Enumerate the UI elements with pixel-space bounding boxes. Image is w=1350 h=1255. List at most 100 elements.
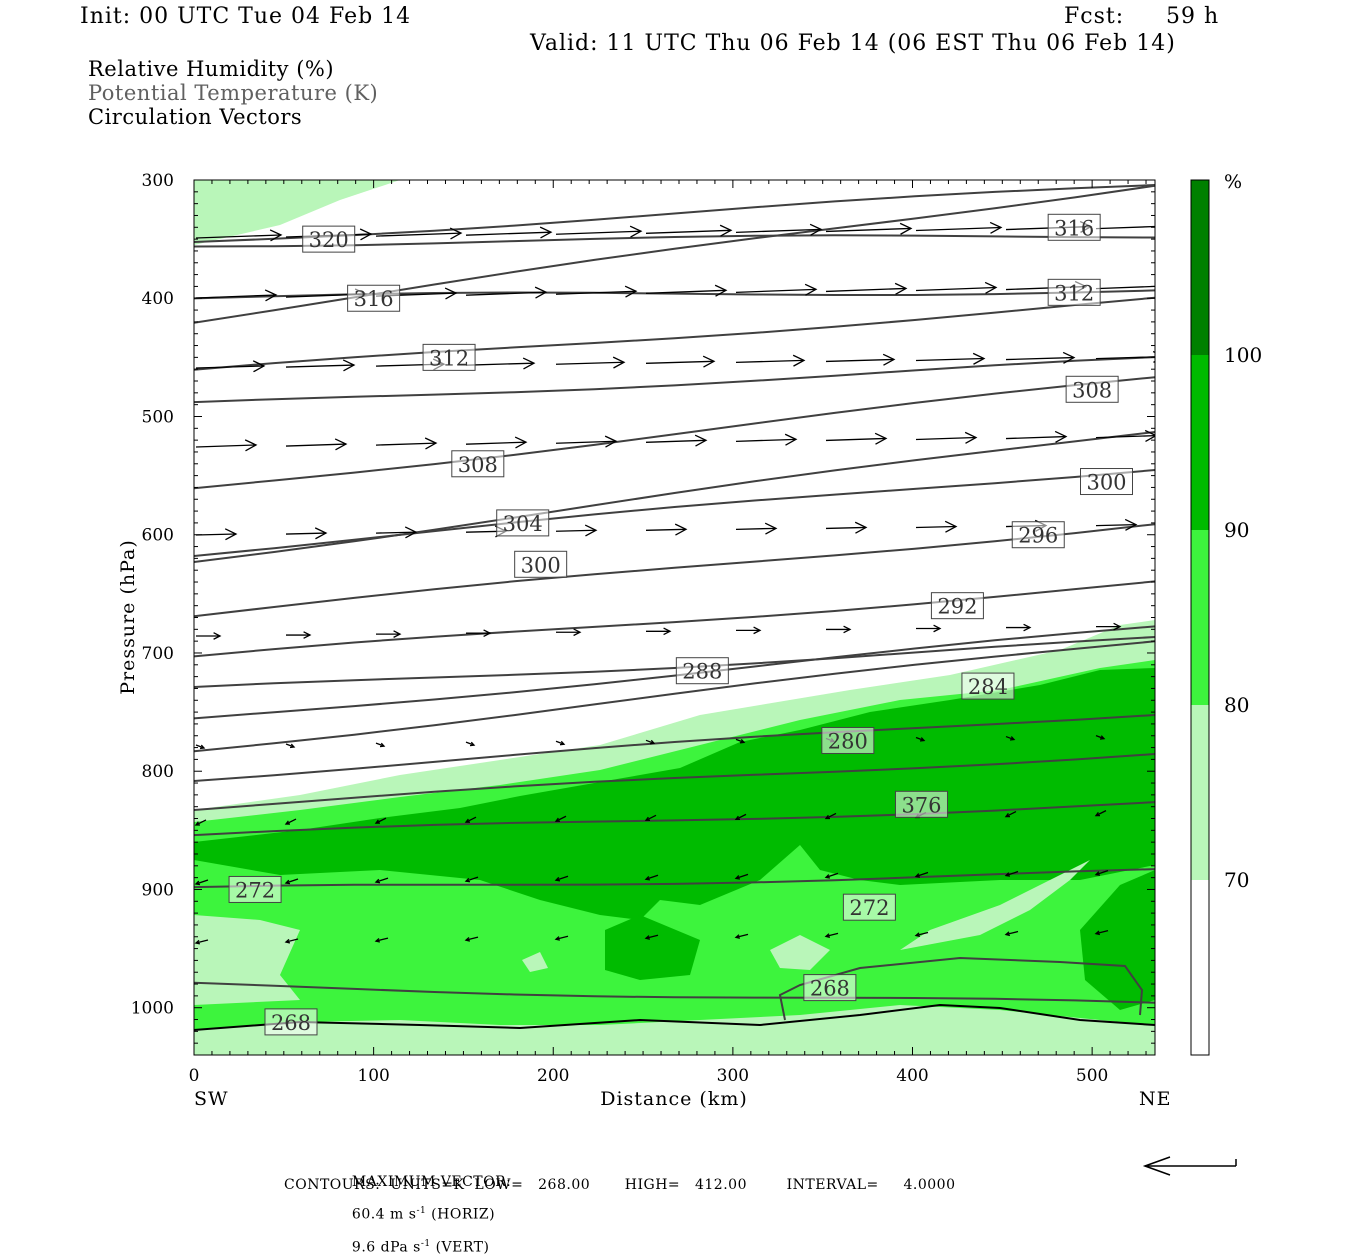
vector-shaft	[915, 226, 1002, 232]
vector-head	[824, 933, 831, 938]
vector-shaft	[555, 875, 569, 881]
colorbar-label-80: 80	[1224, 693, 1249, 717]
y-tick-label: 1000	[131, 999, 174, 1019]
y-tick-label: 400	[142, 289, 174, 309]
vector-head	[753, 626, 762, 635]
vector-head	[269, 229, 283, 242]
max-vector-vert-exp: -1	[420, 1238, 431, 1249]
rh-90-100-region	[194, 668, 1155, 920]
theta-label-text: 272	[849, 896, 889, 920]
theta-label-text: 320	[309, 228, 349, 252]
terrain-contour-line	[194, 1003, 1155, 1031]
vector-shaft	[465, 876, 479, 882]
vector-shaft	[555, 529, 597, 532]
vector-head	[644, 935, 651, 940]
forecast-label: Fcst:	[1064, 4, 1125, 29]
theta-label-text: 312	[429, 346, 469, 370]
vector-head	[194, 939, 201, 945]
theta-label-box	[1080, 468, 1134, 496]
theta-label: 376	[894, 790, 948, 818]
vector-shaft	[555, 230, 642, 235]
vector-shaft	[195, 939, 209, 944]
theta-label: 280	[821, 726, 875, 754]
theta-label-text: 308	[1072, 378, 1112, 402]
x-tick-label: 0	[189, 1066, 200, 1086]
vector-head	[694, 434, 708, 447]
vector-head	[469, 741, 476, 747]
theta-label-text: 292	[937, 595, 977, 619]
vector-head	[804, 283, 818, 296]
vector-head	[194, 880, 201, 886]
vector-shaft	[285, 878, 299, 884]
theta-label-text: 304	[503, 512, 543, 536]
theta-label-box	[264, 1008, 318, 1036]
vector-head	[919, 737, 926, 742]
theta-label-box	[842, 893, 896, 921]
vector-shaft	[465, 816, 477, 823]
vector-shaft	[735, 359, 805, 364]
vector-head	[303, 631, 312, 639]
theta-label: 312	[1047, 278, 1101, 306]
rh-70-80-region-top	[194, 180, 400, 245]
vector-head	[424, 437, 438, 450]
vector-shaft	[1095, 523, 1137, 527]
colorbar-band-below-70	[1191, 880, 1209, 1055]
rh-70-80-blob	[770, 935, 830, 970]
vector-shaft	[285, 532, 327, 535]
vector-head	[194, 821, 201, 826]
vector-head	[663, 627, 672, 636]
vector-head	[374, 937, 381, 943]
vector-shaft	[555, 290, 637, 295]
vector-shaft	[735, 438, 797, 443]
theta-contour-line	[194, 981, 1155, 1004]
y-tick-label: 600	[142, 526, 174, 546]
y-tick-label: 700	[142, 644, 174, 664]
theta-label-text: 272	[235, 878, 275, 902]
vector-head	[644, 816, 651, 821]
circulation-vectors	[194, 220, 1155, 945]
vector-shaft	[1005, 435, 1067, 440]
theta-label: 284	[961, 672, 1015, 700]
theta-label: 268	[803, 974, 857, 1002]
vector-shaft	[915, 286, 997, 292]
vector-head	[1004, 812, 1011, 818]
vector-shaft	[465, 362, 535, 366]
theta-contour-labels: 320 316 312 308 304 300 288 292 284 280 376 272 272 2…	[228, 213, 1134, 1036]
theta-label: 272	[228, 875, 282, 903]
vector-shaft	[915, 525, 957, 529]
theta-label: 300	[514, 550, 568, 578]
max-vector-horiz: 60.4 m s	[351, 1206, 417, 1223]
vector-shaft	[735, 228, 822, 234]
vector-shaft	[555, 935, 569, 940]
vector-shaft	[1005, 870, 1019, 877]
theta-label-text: 300	[1086, 471, 1126, 495]
theta-label-box	[302, 225, 356, 253]
vector-shaft	[645, 934, 659, 939]
vector-head	[843, 625, 852, 634]
vector-head	[464, 937, 471, 942]
theta-contour-line	[194, 868, 1155, 889]
vector-head	[573, 628, 582, 637]
vector-shaft	[915, 436, 977, 441]
theta-label-box	[1047, 278, 1101, 306]
x-tick-label: 500	[1076, 1066, 1108, 1086]
colorbar-frame	[1190, 179, 1210, 1056]
vector-head	[624, 285, 638, 298]
colorbar-label-100: 100	[1224, 343, 1262, 367]
vector-head	[314, 527, 328, 540]
vector-shaft	[825, 358, 895, 363]
max-vector-horiz-exp: -1	[416, 1206, 427, 1216]
vector-head	[374, 878, 381, 884]
vector-head	[1004, 931, 1011, 937]
theta-label: 308	[451, 450, 505, 478]
theta-label: 316	[347, 284, 401, 312]
vector-head	[483, 629, 492, 638]
vector-head	[554, 936, 561, 941]
vector-shaft	[1095, 869, 1109, 876]
theta-contour-line	[194, 296, 1155, 371]
theta-label: 272	[842, 893, 896, 921]
vector-head	[629, 225, 643, 238]
vector-head	[894, 282, 908, 295]
vector-shaft	[555, 815, 567, 822]
vector-shaft	[285, 443, 347, 447]
